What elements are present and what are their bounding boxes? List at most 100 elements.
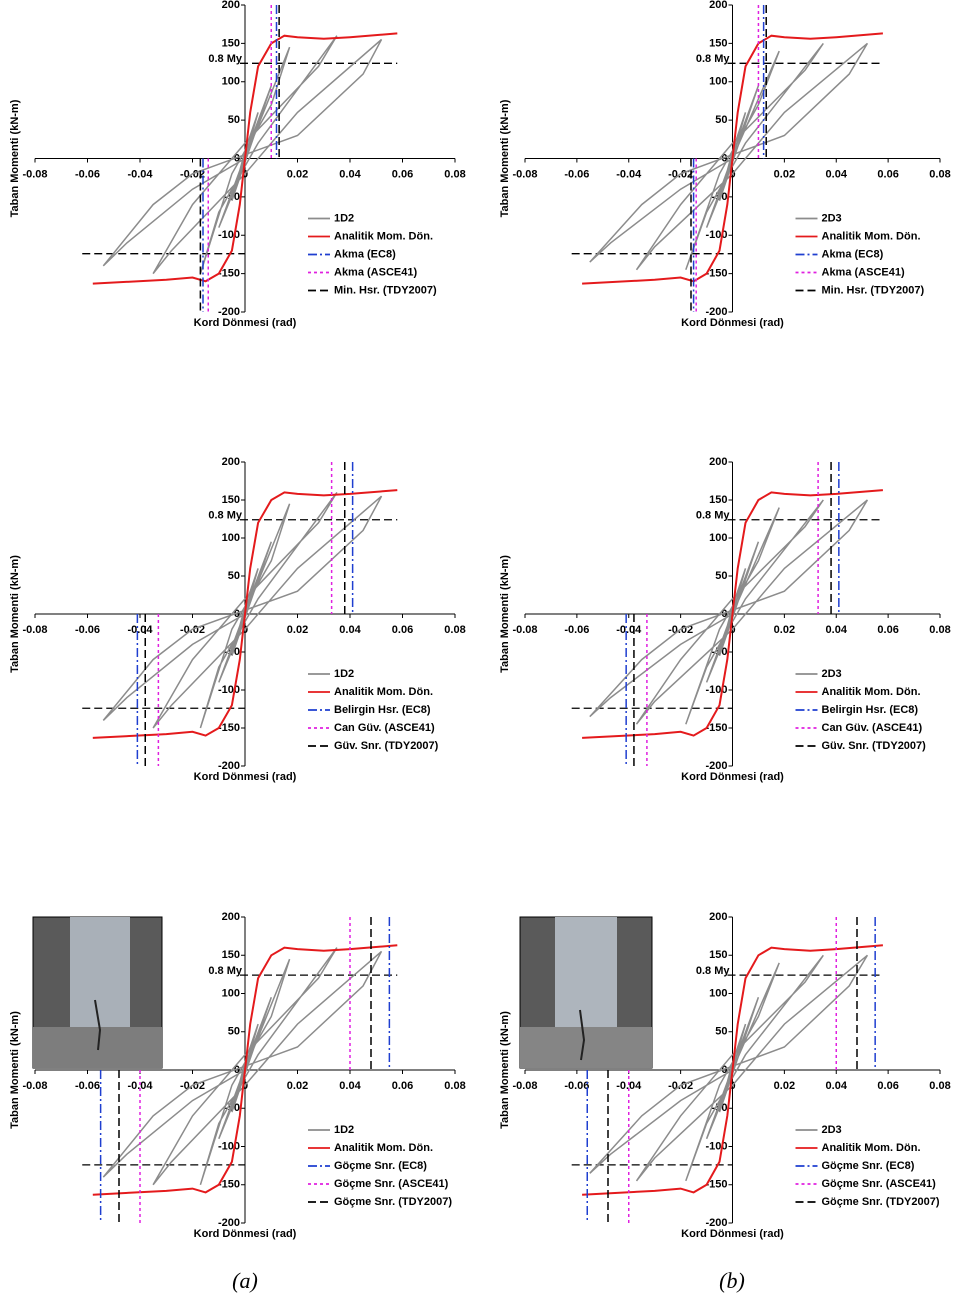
legend-label: Akma (ASCE41) — [822, 266, 905, 278]
y-tick-label: 200 — [709, 0, 727, 11]
series-line — [582, 32, 883, 285]
x-tick-label: 0.08 — [444, 168, 465, 180]
legend-label: Göçme Snr. (EC8) — [822, 1160, 915, 1172]
legend-label: Analitik Mom. Dön. — [334, 230, 433, 242]
x-tick-label: 0.04 — [339, 1080, 361, 1092]
x-axis-title: Kord Dönmesi (rad) — [194, 1228, 297, 1240]
legend-label: Akma (ASCE41) — [334, 266, 417, 278]
series-line — [92, 944, 398, 1196]
y-tick-label: 50 — [715, 1026, 727, 1038]
x-tick-label: 0.08 — [929, 1080, 950, 1092]
y-tick-label: -100 — [218, 684, 240, 696]
x-tick-label: -0.08 — [512, 168, 537, 180]
legend-label: Can Güv. (ASCE41) — [334, 722, 435, 734]
x-tick-label: -0.06 — [75, 168, 100, 180]
y-tick-label: -200 — [705, 306, 727, 318]
y-tick-label: -100 — [705, 229, 727, 241]
y-tick-label: 0 — [234, 1064, 240, 1076]
legend-label: Güv. Snr. (TDY2007) — [334, 740, 439, 752]
legend-label: 1D2 — [334, 1124, 354, 1136]
y-tick-label: 100 — [222, 76, 240, 88]
y-axis-title: Taban Momenti (kN-m) — [499, 99, 511, 217]
x-tick-label: -0.08 — [22, 624, 47, 636]
y-tick-label: 150 — [709, 949, 727, 961]
y-tick-label: 50 — [228, 1026, 240, 1038]
x-tick-label: 0.06 — [877, 168, 898, 180]
y-tick-label: 0 — [234, 152, 240, 164]
x-tick-label: 0.06 — [392, 168, 413, 180]
series-line — [92, 489, 398, 739]
y-tick-label: -200 — [705, 760, 727, 772]
y-tick-label: 50 — [228, 570, 240, 582]
legend-label: Analitik Mom. Dön. — [822, 1142, 921, 1154]
legend-label: Göçme Snr. (ASCE41) — [334, 1178, 449, 1190]
x-tick-label: 0.06 — [877, 624, 898, 636]
y-tick-label: -200 — [705, 1217, 727, 1229]
x-tick-label: 0.04 — [826, 168, 848, 180]
x-tick-label: -0.04 — [616, 168, 642, 180]
y-tick-label: -150 — [218, 722, 240, 734]
y-tick-label: 100 — [709, 76, 727, 88]
legend-label: Min. Hsr. (TDY2007) — [822, 284, 925, 296]
series-line — [102, 491, 383, 729]
x-tick-label: 0.06 — [877, 1080, 898, 1092]
legend-label: Belirgin Hsr. (EC8) — [334, 704, 431, 716]
legend-label: Göçme Snr. (TDY2007) — [334, 1196, 452, 1208]
x-tick-label: -0.06 — [564, 1080, 589, 1092]
legend-label: 2D3 — [822, 1124, 842, 1136]
legend-label: Min. Hsr. (TDY2007) — [334, 284, 437, 296]
legend-label: Akma (EC8) — [334, 248, 396, 260]
ref-label: 0.8 My — [696, 53, 731, 65]
x-tick-label: 0.08 — [444, 1080, 465, 1092]
y-tick-label: 150 — [709, 494, 727, 506]
y-tick-label: 100 — [709, 532, 727, 544]
x-tick-label: -0.08 — [22, 1080, 47, 1092]
y-tick-label: -200 — [218, 306, 240, 318]
caption: (b) — [719, 1268, 745, 1293]
x-tick-label: -0.04 — [127, 168, 153, 180]
x-tick-label: 0.04 — [826, 1080, 848, 1092]
legend-label: Analitik Mom. Dön. — [334, 1142, 433, 1154]
x-tick-label: 0.02 — [287, 168, 308, 180]
x-tick-label: 0.06 — [392, 624, 413, 636]
legend-label: Akma (EC8) — [822, 248, 884, 260]
legend-label: Belirgin Hsr. (EC8) — [822, 704, 919, 716]
x-tick-label: 0.02 — [287, 624, 308, 636]
legend-label: Analitik Mom. Dön. — [822, 686, 921, 698]
x-tick-label: -0.04 — [616, 1080, 642, 1092]
y-tick-label: 150 — [222, 37, 240, 49]
x-tick-label: -0.06 — [75, 624, 100, 636]
x-tick-label: -0.08 — [22, 168, 47, 180]
series-line — [102, 947, 383, 1186]
ref-label: 0.8 My — [208, 53, 243, 65]
x-tick-label: 0.02 — [287, 1080, 308, 1092]
x-axis-title: Kord Dönmesi (rad) — [681, 771, 784, 783]
y-tick-label: 100 — [222, 532, 240, 544]
y-tick-label: 50 — [715, 570, 727, 582]
ref-label: 0.8 My — [208, 965, 243, 977]
photo-a — [32, 916, 163, 1069]
y-axis-title: Taban Momenti (kN-m) — [9, 1011, 21, 1129]
series-line — [589, 42, 869, 271]
legend-label: 2D3 — [822, 668, 842, 680]
y-tick-label: -100 — [705, 684, 727, 696]
x-axis-title: Kord Dönmesi (rad) — [681, 317, 784, 329]
y-tick-label: 150 — [709, 37, 727, 49]
legend-label: 1D2 — [334, 212, 354, 224]
ref-label: 0.8 My — [696, 965, 731, 977]
y-tick-label: -200 — [218, 760, 240, 772]
x-tick-label: -0.04 — [616, 624, 642, 636]
x-tick-label: 0.08 — [444, 624, 465, 636]
legend-label: Göçme Snr. (EC8) — [334, 1160, 427, 1172]
x-tick-label: 0.06 — [392, 1080, 413, 1092]
x-axis-title: Kord Dönmesi (rad) — [194, 771, 297, 783]
x-tick-label: 0.04 — [339, 168, 361, 180]
y-tick-label: 150 — [222, 494, 240, 506]
legend-label: 2D3 — [822, 212, 842, 224]
x-axis-title: Kord Dönmesi (rad) — [681, 1228, 784, 1240]
legend-label: Göçme Snr. (TDY2007) — [822, 1196, 940, 1208]
y-tick-label: 100 — [222, 987, 240, 999]
x-tick-label: -0.08 — [512, 1080, 537, 1092]
y-axis-title: Taban Momenti (kN-m) — [9, 99, 21, 217]
x-tick-label: -0.08 — [512, 624, 537, 636]
